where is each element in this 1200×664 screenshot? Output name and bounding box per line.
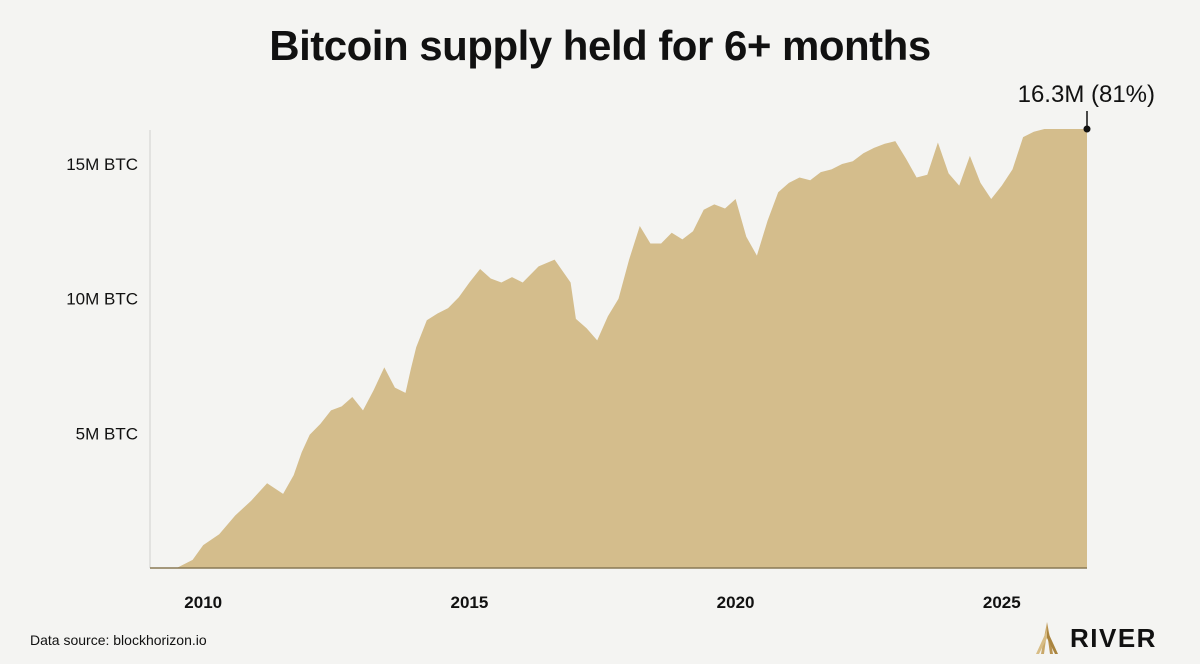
x-ticks: 2010 2015 2020 2025 bbox=[184, 593, 1020, 612]
y-ticks: 5M BTC 10M BTC 15M BTC bbox=[66, 155, 138, 443]
x-tick-label: 2020 bbox=[717, 593, 755, 612]
chart-title: Bitcoin supply held for 6+ months bbox=[269, 22, 931, 69]
callout-dot bbox=[1083, 125, 1091, 133]
river-logo-text: RIVER bbox=[1070, 622, 1157, 653]
data-source-note: Data source: blockhorizon.io bbox=[30, 632, 207, 648]
y-tick-label: 15M BTC bbox=[66, 155, 138, 174]
y-tick-label: 10M BTC bbox=[66, 290, 138, 309]
y-tick-label: 5M BTC bbox=[76, 424, 138, 443]
latest-value-callout: 16.3M (81%) bbox=[1018, 81, 1155, 133]
x-tick-label: 2025 bbox=[983, 593, 1021, 612]
river-logo-icon bbox=[1036, 622, 1058, 654]
callout-label: 16.3M (81%) bbox=[1018, 81, 1155, 108]
x-tick-label: 2015 bbox=[450, 593, 488, 612]
supply-area bbox=[150, 129, 1087, 568]
x-tick-label: 2010 bbox=[184, 593, 222, 612]
river-logo: RIVER bbox=[1032, 618, 1182, 658]
